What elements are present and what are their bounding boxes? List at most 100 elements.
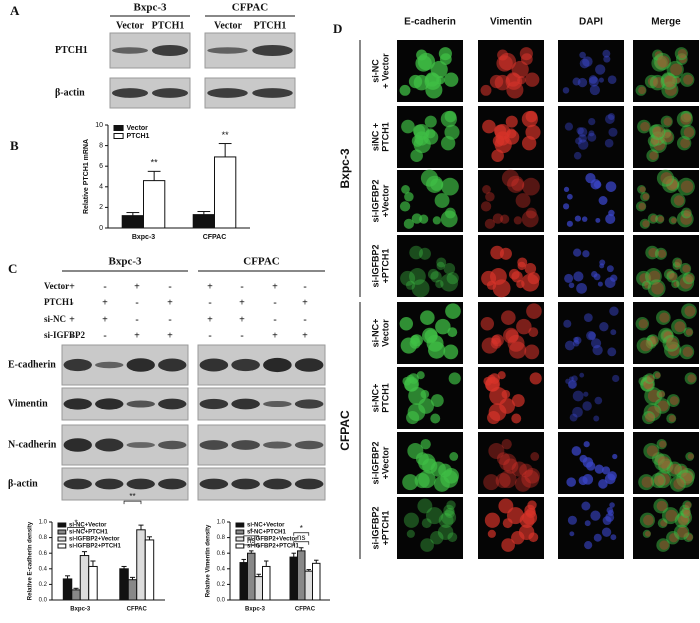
cell <box>443 504 455 516</box>
cell <box>673 195 685 206</box>
cell <box>519 463 533 478</box>
blot-band <box>263 400 292 408</box>
cell <box>685 452 695 461</box>
cell <box>670 217 677 224</box>
cell <box>568 376 574 382</box>
cell <box>583 391 589 397</box>
cell <box>594 464 604 474</box>
column-label: E-cadherin <box>404 17 456 28</box>
cell <box>513 216 522 225</box>
cell <box>687 453 694 460</box>
column-label: Vimentin <box>490 17 532 28</box>
cell <box>443 72 459 87</box>
cell <box>589 84 600 96</box>
cell <box>656 310 671 325</box>
condition-sign: - <box>240 281 243 292</box>
condition-sign: + <box>102 314 108 325</box>
cell <box>524 72 540 87</box>
cell <box>657 215 664 223</box>
cell <box>679 262 692 275</box>
cell <box>657 249 667 259</box>
blot-band <box>231 358 260 372</box>
cell <box>568 379 578 389</box>
bar <box>289 556 298 601</box>
cell <box>607 113 615 121</box>
cell <box>482 119 496 134</box>
cell <box>653 498 669 514</box>
cell <box>677 49 687 59</box>
cell <box>682 264 691 273</box>
cell <box>605 181 617 192</box>
cell <box>441 177 459 196</box>
cell <box>673 478 685 490</box>
condition-sign: - <box>103 330 106 341</box>
bar <box>71 589 81 601</box>
legend-swatch <box>235 522 245 528</box>
cell <box>656 500 668 512</box>
cell <box>403 218 414 229</box>
cell <box>498 498 514 514</box>
cell <box>436 257 447 268</box>
cell <box>495 473 511 489</box>
cell <box>669 396 679 406</box>
cell <box>425 507 443 525</box>
legend-swatch <box>57 529 67 535</box>
cell <box>656 439 667 450</box>
cell <box>660 73 678 90</box>
legend-label: Vector <box>127 125 149 132</box>
blot-band <box>63 398 92 410</box>
cell <box>483 474 500 491</box>
cell <box>583 441 590 448</box>
cell <box>449 452 459 461</box>
cell <box>669 476 686 492</box>
cell <box>650 473 666 489</box>
cell <box>655 214 665 224</box>
blot-band <box>263 357 292 373</box>
cell <box>588 130 595 137</box>
cell <box>644 373 655 384</box>
group-label: Bxpc-3 <box>338 148 352 188</box>
condition-sign: - <box>70 297 73 308</box>
cell <box>663 117 672 126</box>
condition-label: si-NC <box>44 314 66 324</box>
cell <box>576 282 587 294</box>
condition-sign: - <box>103 281 106 292</box>
cell <box>661 507 679 525</box>
cell <box>511 394 525 407</box>
cell <box>404 191 414 202</box>
cell <box>441 510 457 525</box>
cell <box>610 274 618 282</box>
cell <box>574 215 582 222</box>
bar <box>262 565 271 601</box>
cell <box>612 453 618 460</box>
blot-band <box>263 441 292 449</box>
cell <box>643 514 654 526</box>
cell <box>610 329 617 336</box>
cell <box>511 413 522 424</box>
panel-label: C <box>8 261 17 276</box>
cell <box>666 413 677 424</box>
cell <box>572 406 583 418</box>
cell <box>607 347 617 357</box>
bar <box>247 552 256 601</box>
x-tick-label: CFPAC <box>295 607 316 613</box>
significance-bracket <box>67 527 85 531</box>
cell <box>598 77 604 83</box>
cell <box>524 262 537 275</box>
condition-sign: - <box>240 330 243 341</box>
panel-label: D <box>333 21 342 36</box>
bar <box>312 562 321 601</box>
micrograph <box>478 432 544 494</box>
cell <box>666 394 680 407</box>
cell <box>522 177 540 196</box>
cell <box>659 312 670 323</box>
y-tick-label: 0.6 <box>39 551 48 557</box>
y-tick-label: 6 <box>99 163 103 170</box>
legend-swatch <box>57 522 67 528</box>
blot-band <box>126 442 155 448</box>
cell <box>406 411 420 425</box>
cell <box>674 258 682 266</box>
cell <box>590 510 601 521</box>
cell <box>640 121 650 132</box>
cell <box>607 75 617 85</box>
